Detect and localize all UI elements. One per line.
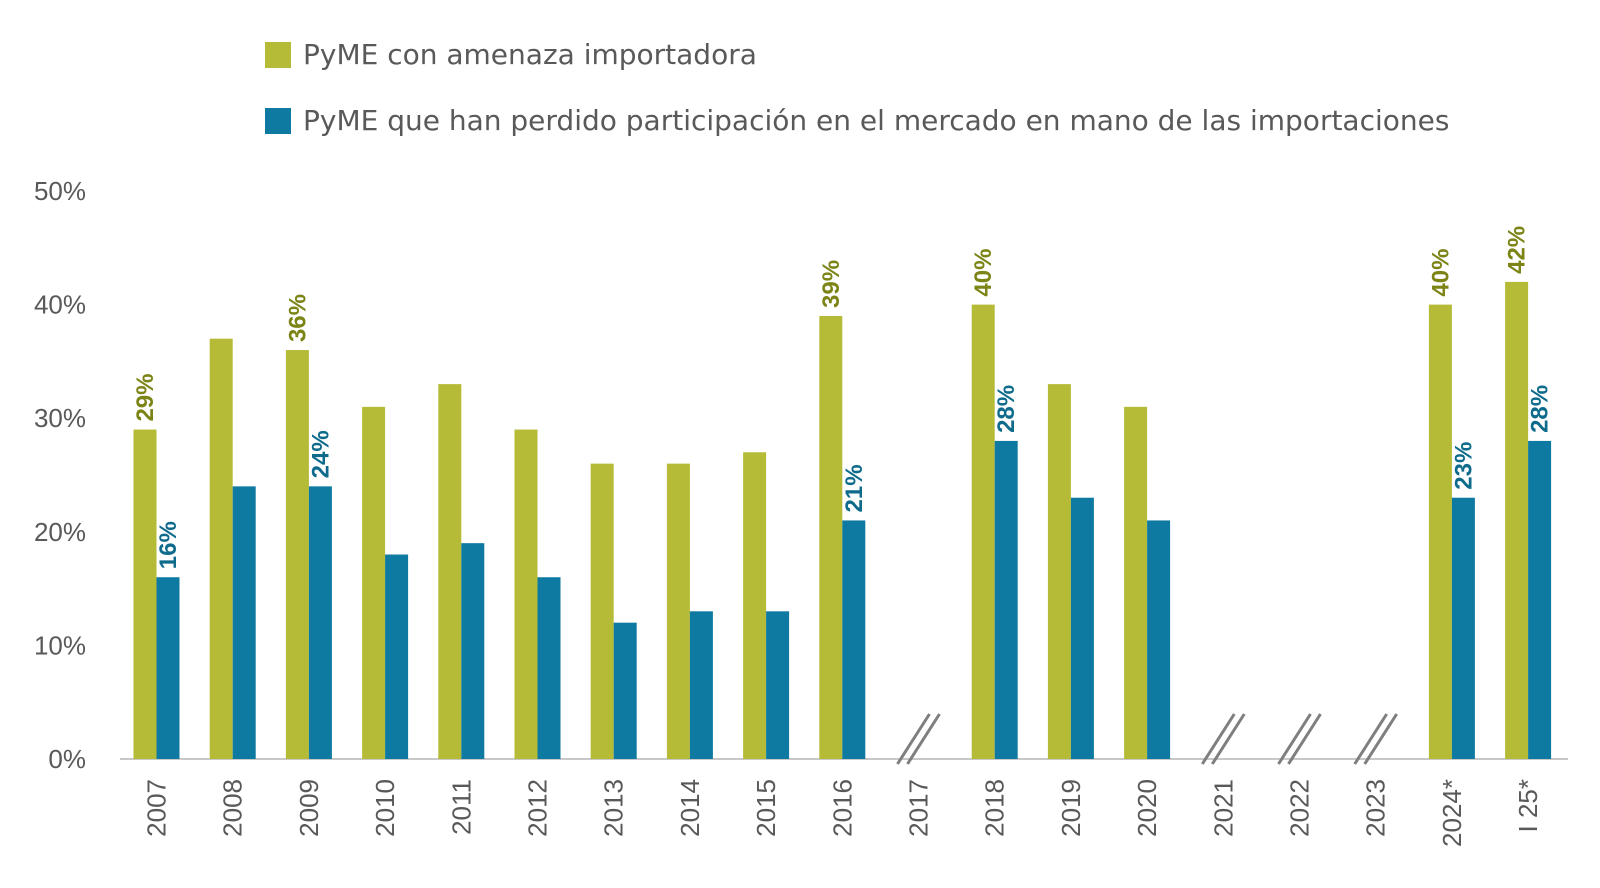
data-label: 28%	[993, 385, 1020, 433]
x-tick-label: 2010	[370, 779, 400, 837]
x-tick-label: 2018	[980, 779, 1010, 837]
data-label: 16%	[155, 521, 182, 569]
x-tick-label: 2008	[218, 779, 248, 837]
x-tick-label: 2020	[1132, 779, 1162, 837]
x-tick-label: 2009	[294, 779, 324, 837]
data-label: 36%	[284, 294, 311, 342]
bar-amenaza	[438, 384, 461, 759]
x-tick-label: 2013	[599, 779, 629, 837]
x-tick-label: 2023	[1361, 779, 1391, 837]
x-tick-label: 2007	[142, 779, 172, 837]
data-label: 24%	[307, 430, 334, 478]
data-label: 39%	[818, 260, 845, 308]
bar-perdida	[766, 611, 789, 759]
bar-perdida	[461, 543, 484, 759]
data-label: 29%	[132, 374, 159, 422]
y-tick-label: 20%	[34, 517, 86, 547]
bar-amenaza	[515, 430, 538, 759]
x-tick-label: 2012	[523, 779, 553, 837]
bar-amenaza	[667, 464, 690, 759]
x-tick-label: 2016	[827, 779, 857, 837]
bar-chart: 0% 10% 20% 30% 40% 50% 29% 36% 39% 40% 40% 42% 16% 24…	[0, 0, 1600, 888]
y-tick-label: 0%	[48, 744, 86, 774]
bar-perdida	[233, 486, 256, 759]
data-label: 23%	[1450, 442, 1477, 490]
x-tick-label: 2017	[904, 779, 934, 837]
data-label: 40%	[1427, 249, 1454, 297]
bar-amenaza	[1124, 407, 1147, 759]
bar-amenaza	[972, 305, 995, 759]
bar-perdida	[690, 611, 713, 759]
bar-perdida	[1528, 441, 1551, 759]
bar-perdida	[309, 486, 332, 759]
x-tick-label: I 25*	[1513, 779, 1543, 833]
bar-amenaza	[1048, 384, 1071, 759]
x-tick-label: 2019	[1056, 779, 1086, 837]
x-tick-label: 2014	[675, 779, 705, 837]
bar-amenaza	[134, 430, 157, 759]
bar-perdida	[385, 555, 408, 759]
bar-amenaza	[362, 407, 385, 759]
bar-amenaza	[286, 350, 309, 759]
y-tick-label: 10%	[34, 630, 86, 660]
y-tick-label: 30%	[34, 403, 86, 433]
bar-amenaza	[1429, 305, 1452, 759]
x-tick-label: 2022	[1285, 779, 1315, 837]
bar-amenaza	[743, 452, 766, 759]
x-tick-label: 2015	[751, 779, 781, 837]
bar-amenaza	[1505, 282, 1528, 759]
bar-perdida	[1452, 498, 1475, 759]
bar-amenaza	[819, 316, 842, 759]
y-tick-label: 40%	[34, 290, 86, 320]
bar-perdida	[1071, 498, 1094, 759]
data-label: 28%	[1527, 385, 1554, 433]
data-label: 21%	[841, 464, 868, 512]
bar-amenaza	[591, 464, 614, 759]
x-tick-label: 2011	[446, 779, 476, 835]
bar-perdida	[538, 577, 561, 759]
x-tick-label: 2024*	[1437, 779, 1467, 847]
bar-perdida	[157, 577, 180, 759]
bar-perdida	[842, 520, 865, 759]
data-label: 40%	[970, 249, 997, 297]
bar-perdida	[1147, 520, 1170, 759]
bar-perdida	[995, 441, 1018, 759]
x-tick-label: 2021	[1208, 779, 1238, 837]
bar-amenaza	[210, 339, 233, 759]
bar-perdida	[614, 623, 637, 759]
y-tick-label: 50%	[34, 176, 86, 206]
data-label: 42%	[1504, 226, 1531, 274]
